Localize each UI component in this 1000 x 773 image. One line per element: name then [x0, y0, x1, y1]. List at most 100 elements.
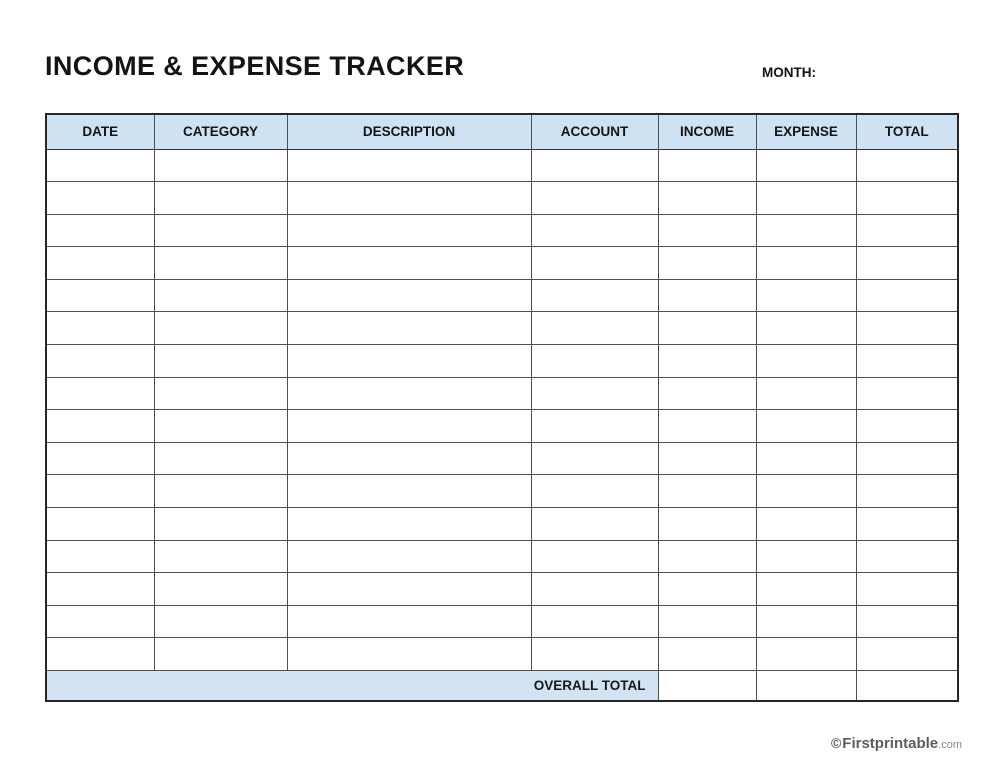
table-cell	[153, 213, 288, 248]
overall-total-label: OVERALL TOTAL	[45, 670, 659, 701]
table-cell	[45, 213, 155, 248]
table-cell	[657, 311, 757, 346]
table-cell	[755, 148, 857, 183]
table-cell	[45, 148, 155, 183]
table-cell	[286, 213, 532, 248]
table-cell	[286, 441, 532, 476]
table-cell	[530, 409, 659, 443]
table-cell	[657, 572, 757, 606]
table-header: DATE CATEGORY DESCRIPTION ACCOUNT INCOME…	[45, 113, 959, 150]
table-footer: OVERALL TOTAL	[45, 670, 959, 701]
table-cell	[286, 344, 532, 378]
table-cell	[657, 278, 757, 313]
table-cell	[530, 278, 659, 313]
table-cell	[855, 278, 959, 313]
table-cell	[530, 507, 659, 541]
table-row	[45, 539, 959, 574]
table-cell	[855, 246, 959, 280]
table-cell	[755, 246, 857, 280]
table-body	[45, 148, 959, 671]
table-cell	[855, 311, 959, 346]
month-label: MONTH:	[762, 65, 816, 80]
table-cell	[530, 539, 659, 574]
column-header-description: DESCRIPTION	[286, 113, 532, 150]
table-cell	[657, 637, 757, 671]
table-cell	[755, 637, 857, 671]
table-cell	[286, 181, 532, 215]
table-cell	[657, 409, 757, 443]
table-cell	[530, 376, 659, 411]
table-cell	[45, 604, 155, 639]
table-cell	[153, 637, 288, 671]
overall-total-row: OVERALL TOTAL	[45, 670, 959, 701]
table-cell	[530, 213, 659, 248]
table-cell	[153, 148, 288, 183]
table-cell	[45, 246, 155, 280]
page-title: INCOME & EXPENSE TRACKER	[45, 51, 465, 81]
table-cell	[153, 572, 288, 606]
table-cell	[755, 539, 857, 574]
table-row	[45, 637, 959, 671]
table-cell	[755, 507, 857, 541]
table-cell	[855, 637, 959, 671]
table-cell	[657, 213, 757, 248]
table-cell	[153, 474, 288, 509]
table-cell	[286, 539, 532, 574]
table-cell	[855, 539, 959, 574]
column-header-income: INCOME	[657, 113, 757, 150]
table-cell	[855, 572, 959, 606]
table-cell	[153, 507, 288, 541]
table-cell	[530, 637, 659, 671]
table-cell	[286, 604, 532, 639]
table-cell	[286, 148, 532, 183]
table-row	[45, 213, 959, 248]
column-header-category: CATEGORY	[153, 113, 288, 150]
table-cell	[153, 604, 288, 639]
table-row	[45, 148, 959, 183]
table-row	[45, 344, 959, 378]
table-cell	[530, 311, 659, 346]
table-row	[45, 246, 959, 280]
table-cell	[45, 376, 155, 411]
table-cell	[530, 572, 659, 606]
table-cell	[657, 474, 757, 509]
overall-total-expense-cell	[755, 670, 857, 701]
table-cell	[153, 246, 288, 280]
table-cell	[153, 441, 288, 476]
table-cell	[45, 344, 155, 378]
table-row	[45, 604, 959, 639]
table-cell	[45, 474, 155, 509]
table-cell	[657, 507, 757, 541]
table-cell	[855, 344, 959, 378]
table-cell	[657, 148, 757, 183]
table-cell	[755, 572, 857, 606]
table-cell	[153, 539, 288, 574]
table-row	[45, 311, 959, 346]
table-cell	[855, 474, 959, 509]
column-header-account: ACCOUNT	[530, 113, 659, 150]
table-cell	[286, 376, 532, 411]
table-cell	[755, 311, 857, 346]
table-cell	[530, 474, 659, 509]
table-row	[45, 507, 959, 541]
table-cell	[45, 278, 155, 313]
table-cell	[45, 572, 155, 606]
table-cell	[286, 246, 532, 280]
table-cell	[657, 376, 757, 411]
table-cell	[755, 278, 857, 313]
brand-footer: ©Firstprintable.com	[831, 735, 962, 753]
column-header-total: TOTAL	[855, 113, 959, 150]
table-cell	[855, 213, 959, 248]
table-cell	[855, 376, 959, 411]
table-cell	[286, 311, 532, 346]
table-cell	[286, 474, 532, 509]
table-cell	[45, 441, 155, 476]
table-cell	[657, 539, 757, 574]
overall-total-value-cell	[855, 670, 959, 701]
table-row	[45, 474, 959, 509]
table-cell	[755, 604, 857, 639]
table-cell	[286, 409, 532, 443]
tracker-table: DATE CATEGORY DESCRIPTION ACCOUNT INCOME…	[45, 113, 959, 702]
table-cell	[657, 181, 757, 215]
